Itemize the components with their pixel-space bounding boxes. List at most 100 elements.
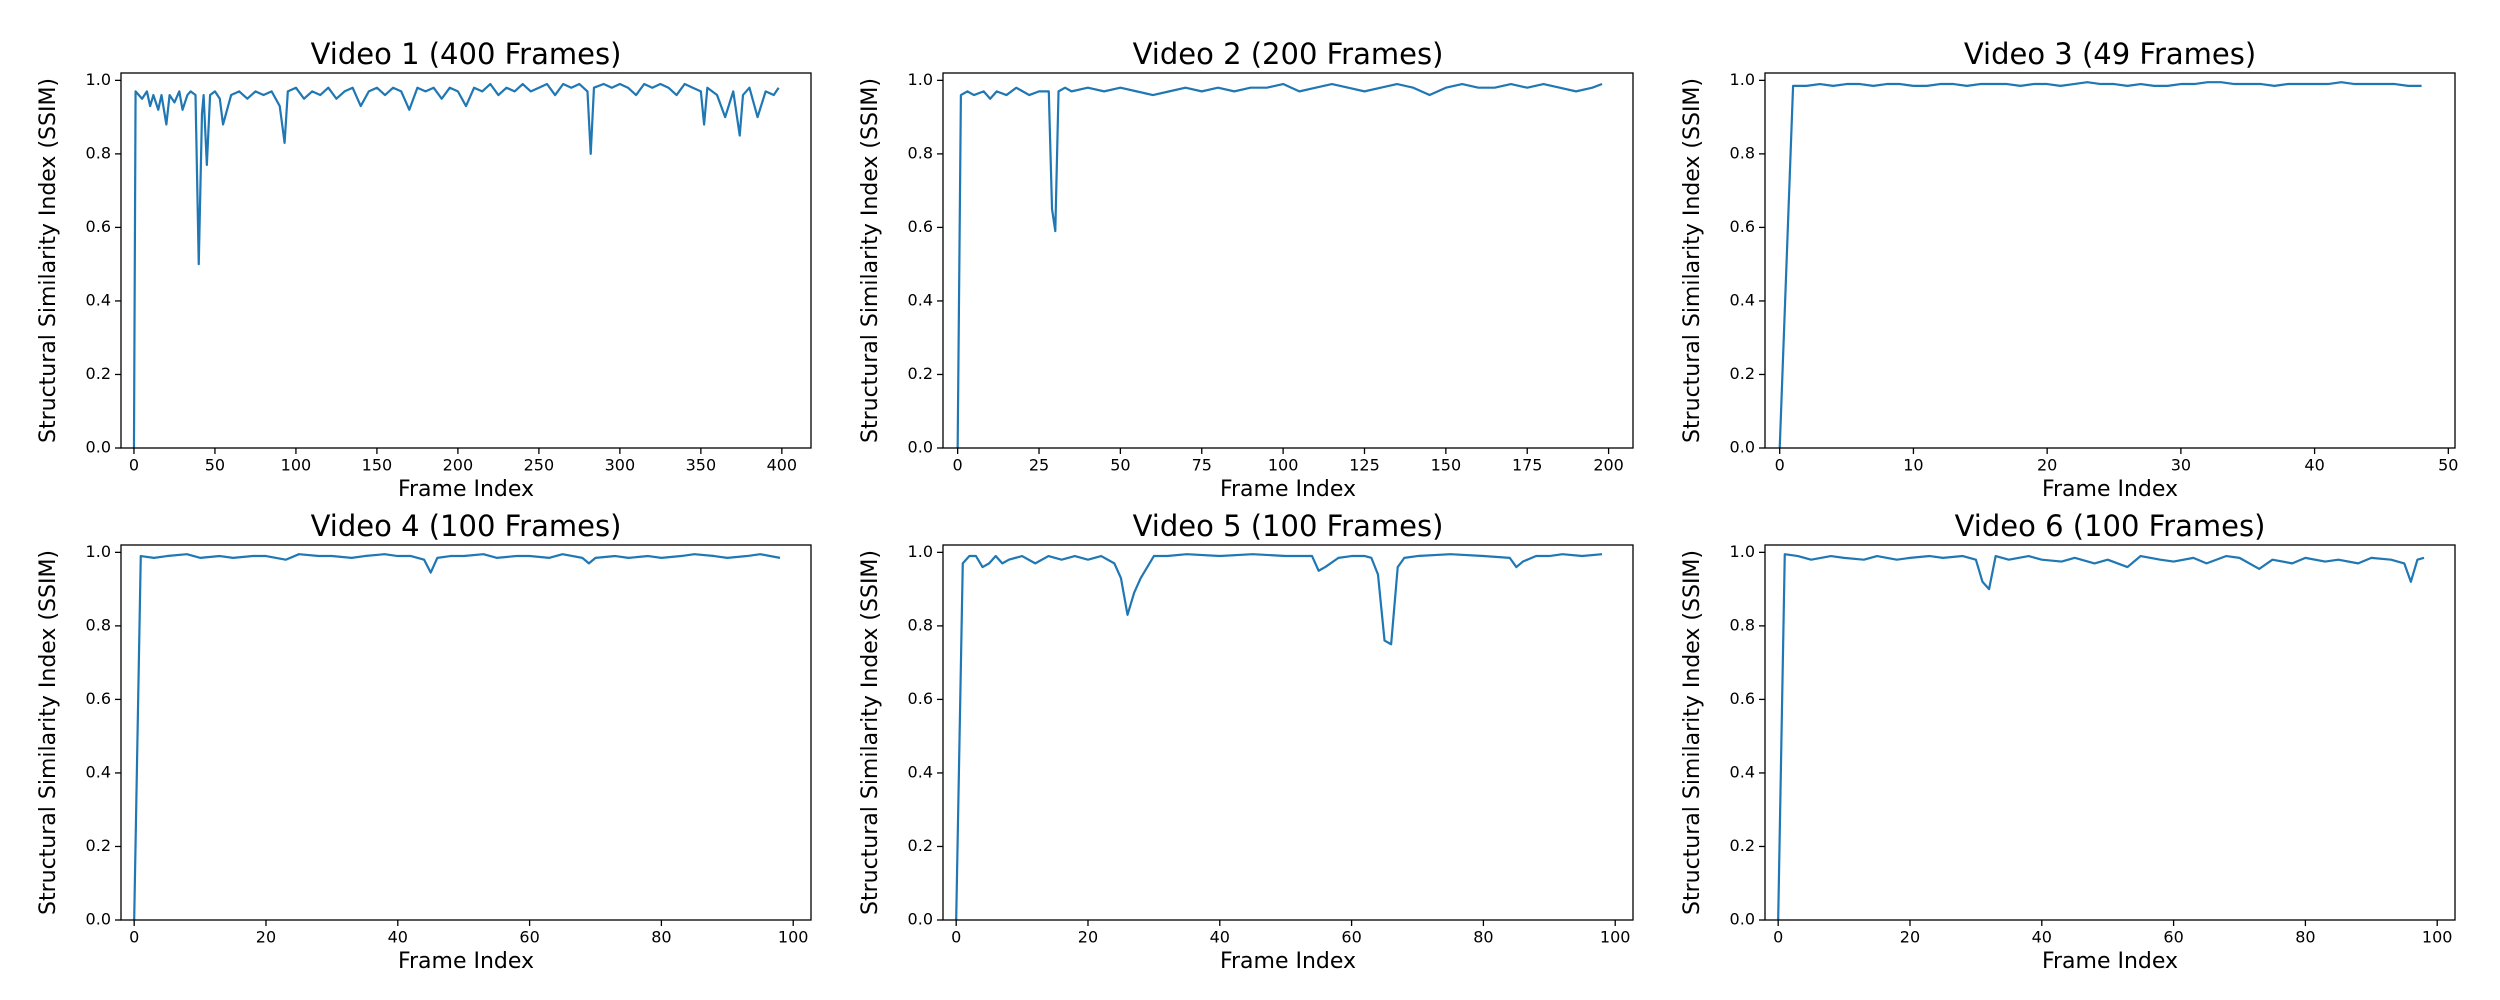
ssim-line [956, 82, 1603, 448]
x-tick-label: 30 [2171, 456, 2191, 475]
x-tick-label: 75 [1192, 456, 1212, 475]
x-tick-label: 200 [1593, 456, 1624, 475]
y-tick-label: 0.8 [86, 143, 111, 162]
x-tick-label: 100 [778, 928, 809, 947]
y-tick-label: 0.0 [86, 438, 111, 457]
y-tick-label: 0.2 [86, 836, 111, 855]
y-tick-label: 0.0 [908, 438, 933, 457]
x-tick-label: 0 [953, 456, 963, 475]
y-tick-label: 1.0 [86, 70, 111, 89]
x-axis-label: Frame Index [2042, 949, 2178, 974]
y-tick-label: 0.4 [86, 762, 111, 781]
x-tick-label: 80 [2295, 928, 2315, 947]
x-tick-label: 60 [2163, 928, 2183, 947]
x-tick-label: 40 [1210, 928, 1230, 947]
x-axis-label: Frame Index [2042, 477, 2178, 502]
y-tick-label: 0.8 [1730, 143, 1755, 162]
x-tick-label: 60 [1341, 928, 1361, 947]
y-tick-label: 0.6 [86, 689, 111, 708]
y-axis-label: Structural Similarity Index (SSIM) [36, 550, 61, 915]
y-tick-label: 0.6 [1730, 217, 1755, 236]
x-tick-label: 350 [686, 456, 717, 475]
x-tick-label: 0 [951, 928, 961, 947]
y-tick-label: 0.6 [1730, 689, 1755, 708]
axes-frame [942, 72, 1634, 449]
x-tick-label: 100 [281, 456, 312, 475]
x-tick-label: 20 [1078, 928, 1098, 947]
axes-frame [942, 544, 1634, 921]
ssim-line [132, 82, 780, 448]
y-tick-label: 0.8 [908, 615, 933, 634]
x-tick-label: 200 [443, 456, 474, 475]
x-tick-label: 40 [388, 928, 408, 947]
chart-title: Video 6 (100 Frames) [1955, 509, 2266, 543]
x-tick-label: 175 [1512, 456, 1543, 475]
chart-title: Video 3 (49 Frames) [1964, 37, 2256, 71]
y-tick-label: 0.4 [908, 762, 933, 781]
x-axis-label: Frame Index [398, 477, 534, 502]
ssim-line [133, 553, 781, 920]
y-tick-label: 1.0 [86, 542, 111, 561]
y-axis-label: Structural Similarity Index (SSIM) [1680, 550, 1705, 915]
x-tick-label: 100 [1268, 456, 1299, 475]
x-tick-label: 0 [129, 928, 139, 947]
y-tick-label: 0.2 [1730, 364, 1755, 383]
y-tick-label: 0.0 [908, 910, 933, 929]
y-tick-label: 0.8 [1730, 615, 1755, 634]
y-tick-label: 0.6 [908, 689, 933, 708]
y-tick-label: 1.0 [1730, 542, 1755, 561]
y-tick-label: 0.4 [1730, 762, 1755, 781]
y-axis-label: Structural Similarity Index (SSIM) [858, 550, 883, 915]
x-tick-label: 0 [129, 456, 139, 475]
y-tick-label: 0.2 [908, 836, 933, 855]
y-tick-label: 0.6 [86, 217, 111, 236]
y-tick-label: 0.2 [86, 364, 111, 383]
x-axis-label: Frame Index [1220, 949, 1356, 974]
x-tick-label: 60 [519, 928, 539, 947]
ssim-line [1777, 553, 2425, 920]
y-tick-label: 0.2 [908, 364, 933, 383]
y-tick-label: 0.6 [908, 217, 933, 236]
axes-frame [1764, 544, 2456, 921]
y-axis-label: Structural Similarity Index (SSIM) [36, 78, 61, 443]
x-tick-label: 50 [1110, 456, 1130, 475]
x-tick-label: 50 [2438, 456, 2458, 475]
axes-frame [1764, 72, 2456, 449]
x-tick-label: 100 [2422, 928, 2453, 947]
x-tick-label: 20 [256, 928, 276, 947]
y-tick-label: 0.4 [86, 290, 111, 309]
x-tick-label: 400 [767, 456, 798, 475]
ssim-line [955, 553, 1603, 920]
x-axis-label: Frame Index [1220, 477, 1356, 502]
x-tick-label: 150 [1431, 456, 1462, 475]
y-tick-label: 0.2 [1730, 836, 1755, 855]
x-tick-label: 100 [1600, 928, 1631, 947]
chart-title: Video 4 (100 Frames) [311, 509, 622, 543]
y-tick-label: 1.0 [1730, 70, 1755, 89]
y-tick-label: 0.8 [908, 143, 933, 162]
x-tick-label: 0 [1773, 928, 1783, 947]
y-tick-label: 0.0 [1730, 910, 1755, 929]
y-axis-label: Structural Similarity Index (SSIM) [1680, 78, 1705, 443]
y-axis-label: Structural Similarity Index (SSIM) [858, 78, 883, 443]
x-tick-label: 250 [524, 456, 555, 475]
x-tick-label: 125 [1349, 456, 1380, 475]
ssim-line [1778, 81, 2422, 448]
chart-title: Video 5 (100 Frames) [1133, 509, 1444, 543]
x-axis-label: Frame Index [398, 949, 534, 974]
axes-frame [120, 72, 812, 449]
y-tick-label: 0.0 [1730, 438, 1755, 457]
y-tick-label: 0.0 [86, 910, 111, 929]
axes-frame [120, 544, 812, 921]
x-tick-label: 20 [1900, 928, 1920, 947]
x-tick-label: 20 [2037, 456, 2057, 475]
x-tick-label: 80 [651, 928, 671, 947]
x-tick-label: 40 [2304, 456, 2324, 475]
y-tick-label: 1.0 [908, 70, 933, 89]
x-tick-label: 10 [1903, 456, 1923, 475]
chart-title: Video 2 (200 Frames) [1133, 37, 1444, 71]
x-tick-label: 50 [205, 456, 225, 475]
x-tick-label: 40 [2032, 928, 2052, 947]
